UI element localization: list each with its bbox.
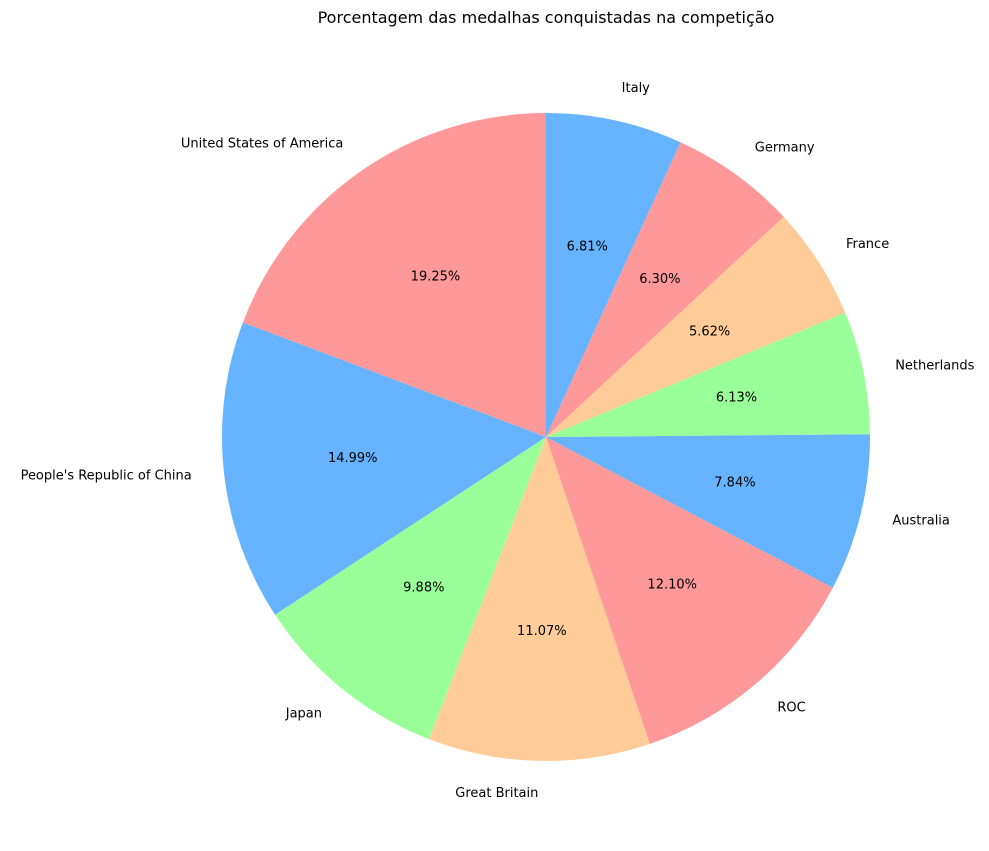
percent-label-netherlands: 6.13%: [716, 391, 757, 406]
percent-label-italy: 6.81%: [567, 240, 608, 255]
pie-slice-australia: [546, 434, 870, 588]
percent-labels: 19.25% 14.99% 9.88% 11.07% 12.10% 7.84% 6.13% 5…: [328, 240, 757, 639]
slice-label-australia: Australia: [892, 513, 950, 528]
slice-label-italy: Italy: [622, 81, 651, 96]
slice-label-japan: Japan: [285, 707, 322, 722]
percent-label-france: 5.62%: [689, 325, 730, 340]
pie-slice-roc: [546, 437, 833, 744]
pie-slice-france: [546, 216, 846, 437]
slice-label-netherlands: Netherlands: [895, 358, 974, 373]
pie-slice-germany: [546, 142, 784, 438]
slice-label-people-s-republic-of-china: People's Republic of China: [21, 469, 192, 484]
pie-slice-great-britain: [429, 437, 650, 761]
percent-label-japan: 9.88%: [403, 581, 444, 596]
slice-label-france: France: [846, 237, 889, 252]
percent-label-united-states-of-america: 19.25%: [411, 270, 461, 285]
pie-slice-netherlands: [546, 312, 870, 437]
slice-labels: United States of America People's Republi…: [21, 81, 975, 801]
percent-label-roc: 12.10%: [647, 577, 697, 592]
percent-label-australia: 7.84%: [714, 475, 755, 490]
pie-slice-people-s-republic-of-china: [222, 322, 546, 615]
pie-slices: [222, 113, 870, 761]
percent-label-people-s-republic-of-china: 14.99%: [328, 451, 378, 466]
pie-slice-japan: [275, 437, 546, 740]
slice-label-united-states-of-america: United States of America: [181, 136, 343, 151]
pie-slice-italy: [546, 113, 681, 437]
slice-label-great-britain: Great Britain: [455, 786, 538, 801]
pie-slice-united-states-of-america: [242, 113, 546, 437]
chart-title: Porcentagem das medalhas conquistadas na…: [318, 8, 775, 27]
percent-label-great-britain: 11.07%: [517, 624, 567, 639]
slice-label-roc: ROC: [777, 701, 805, 716]
slice-label-germany: Germany: [755, 141, 815, 156]
percent-label-germany: 6.30%: [639, 272, 680, 287]
